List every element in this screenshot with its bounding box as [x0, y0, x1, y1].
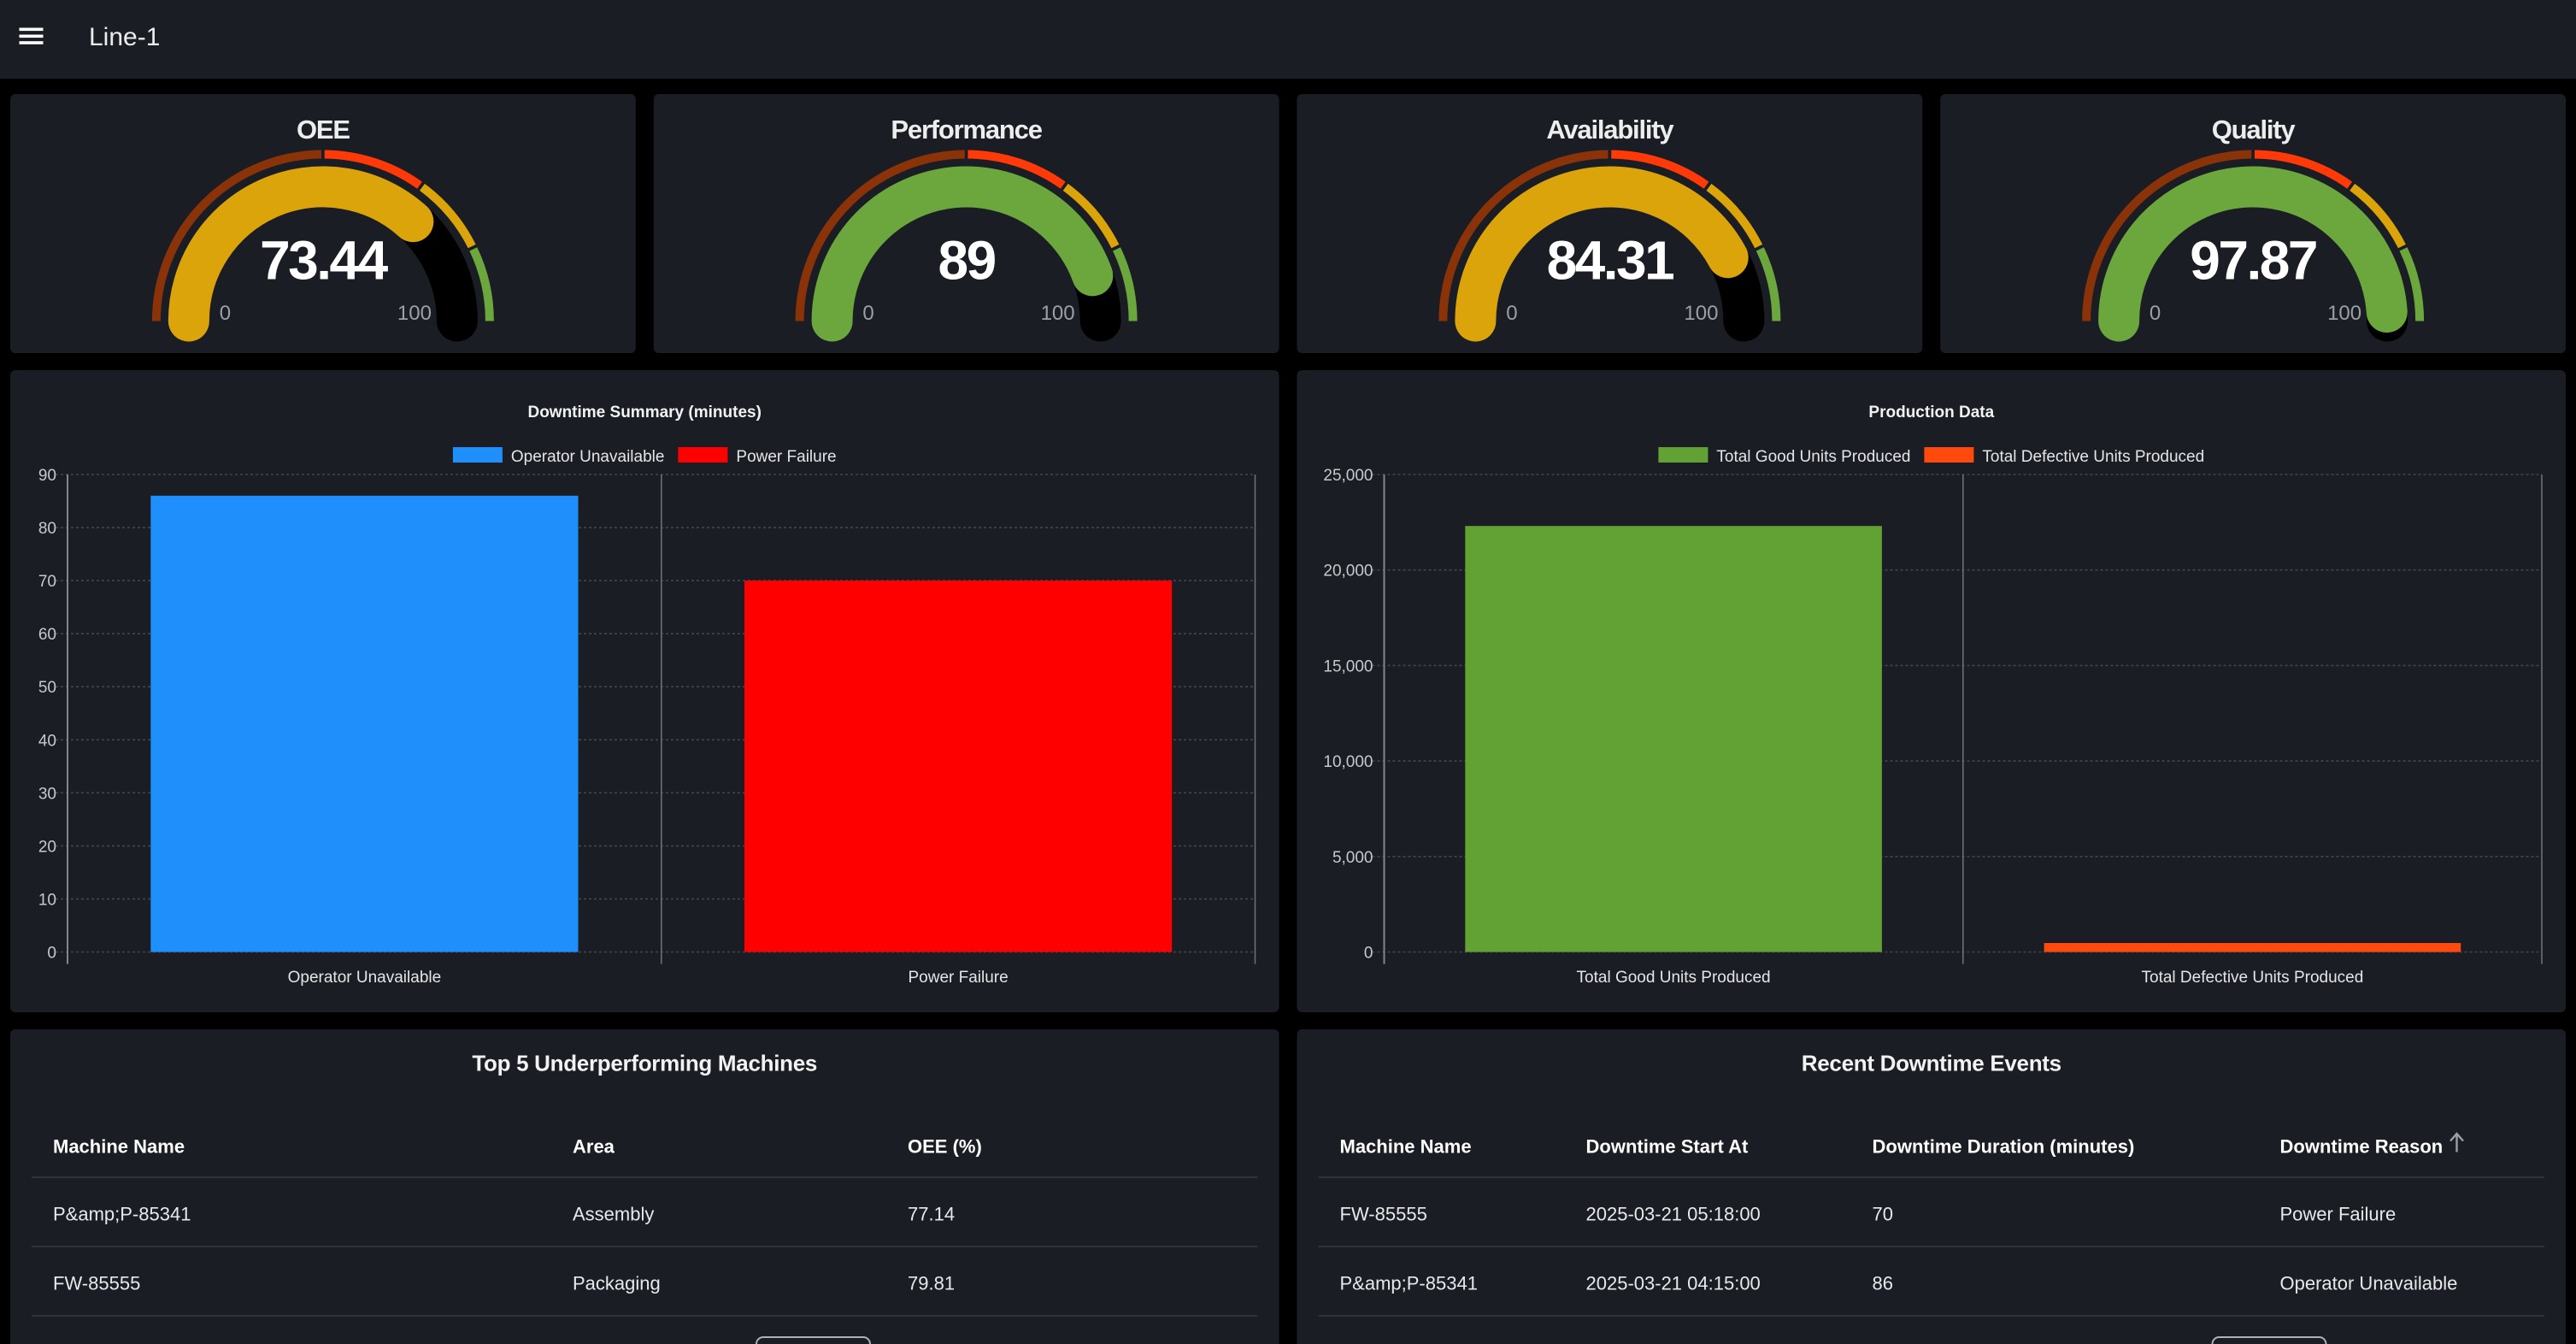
svg-text:2025-03-21 04:15:00: 2025-03-21 04:15:00 [1586, 1273, 1761, 1294]
svg-text:FW-85555: FW-85555 [1340, 1204, 1427, 1225]
svg-text:P&amp;P-85341: P&amp;P-85341 [53, 1204, 191, 1225]
svg-text:OEE (%): OEE (%) [908, 1136, 982, 1158]
svg-text:0: 0 [2150, 302, 2161, 325]
svg-text:Performance: Performance [891, 115, 1042, 144]
svg-text:Operator Unavailable: Operator Unavailable [288, 969, 442, 987]
svg-text:FW-85555: FW-85555 [53, 1273, 140, 1294]
svg-text:86: 86 [1873, 1273, 1893, 1294]
svg-text:90: 90 [38, 467, 56, 485]
svg-text:P&amp;P-85341: P&amp;P-85341 [1340, 1273, 1478, 1294]
svg-text:Downtime Duration (minutes): Downtime Duration (minutes) [1873, 1136, 2135, 1158]
svg-text:Quality: Quality [2212, 115, 2297, 144]
svg-text:84.31: 84.31 [1547, 230, 1674, 292]
svg-text:10: 10 [38, 891, 56, 909]
svg-text:100: 100 [397, 302, 432, 325]
svg-text:Downtime Start At: Downtime Start At [1586, 1136, 1750, 1158]
svg-text:40: 40 [38, 732, 56, 750]
svg-text:89: 89 [938, 230, 996, 292]
svg-text:Machine Name: Machine Name [53, 1136, 185, 1158]
svg-text:10,000: 10,000 [1323, 753, 1373, 771]
svg-text:50: 50 [38, 679, 56, 697]
svg-text:Operator Unavailable: Operator Unavailable [2280, 1273, 2458, 1294]
svg-text:Power Failure: Power Failure [908, 969, 1008, 987]
svg-text:30: 30 [38, 785, 56, 803]
svg-text:70: 70 [38, 573, 56, 591]
svg-text:0: 0 [862, 302, 873, 325]
svg-text:79.81: 79.81 [908, 1273, 955, 1294]
svg-text:Line-1: Line-1 [89, 23, 160, 51]
svg-text:Power Failure: Power Failure [736, 448, 836, 466]
svg-text:Production Data: Production Data [1868, 404, 1994, 421]
svg-text:20,000: 20,000 [1323, 563, 1373, 581]
svg-text:73.44: 73.44 [260, 230, 389, 292]
svg-text:Packaging: Packaging [573, 1273, 661, 1294]
svg-text:Top 5 Underperforming Machines: Top 5 Underperforming Machines [472, 1051, 817, 1076]
svg-text:0: 0 [47, 945, 56, 963]
svg-text:OEE: OEE [297, 115, 350, 144]
svg-text:Total Good Units Produced: Total Good Units Produced [1577, 969, 1771, 987]
svg-text:2025-03-21 05:18:00: 2025-03-21 05:18:00 [1586, 1204, 1761, 1225]
svg-text:Operator Unavailable: Operator Unavailable [511, 448, 665, 466]
svg-text:Recent Downtime Events: Recent Downtime Events [1802, 1051, 2061, 1076]
svg-text:100: 100 [1684, 302, 1718, 325]
svg-text:60: 60 [38, 626, 56, 644]
svg-text:0: 0 [1506, 302, 1517, 325]
svg-text:Total Good Units Produced: Total Good Units Produced [1716, 448, 1910, 466]
svg-text:Total Defective Units Produced: Total Defective Units Produced [2142, 969, 2364, 987]
svg-text:20: 20 [38, 838, 56, 856]
svg-text:77.14: 77.14 [908, 1204, 955, 1225]
svg-text:15,000: 15,000 [1323, 657, 1373, 675]
svg-text:97.87: 97.87 [2190, 230, 2316, 292]
svg-text:100: 100 [1041, 302, 1075, 325]
svg-text:25,000: 25,000 [1323, 467, 1373, 485]
svg-text:Downtime Summary (minutes): Downtime Summary (minutes) [527, 404, 761, 421]
svg-text:Assembly: Assembly [573, 1204, 654, 1225]
svg-text:0: 0 [1364, 945, 1373, 963]
svg-text:0: 0 [220, 302, 231, 325]
svg-text:Area: Area [573, 1136, 615, 1158]
svg-text:5,000: 5,000 [1332, 849, 1373, 867]
svg-text:Availability: Availability [1546, 115, 1674, 144]
svg-text:Machine Name: Machine Name [1340, 1136, 1472, 1158]
svg-text:70: 70 [1873, 1204, 1893, 1225]
svg-text:80: 80 [38, 520, 56, 538]
svg-text:100: 100 [2327, 302, 2361, 325]
svg-text:Total Defective Units Produced: Total Defective Units Produced [1982, 448, 2204, 466]
svg-text:Power Failure: Power Failure [2280, 1204, 2397, 1225]
svg-text:Downtime Reason: Downtime Reason [2280, 1136, 2444, 1158]
